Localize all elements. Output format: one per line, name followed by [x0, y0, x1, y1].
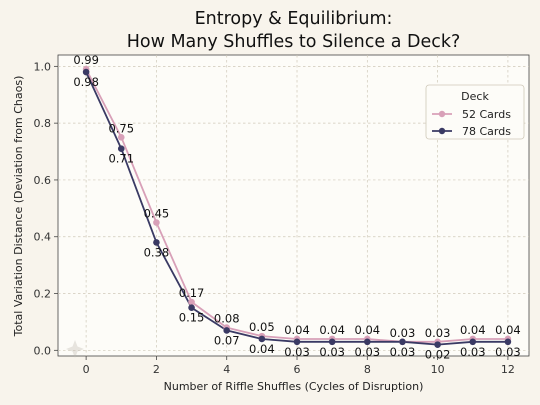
data-point [153, 219, 160, 226]
y-tick-label: 0.4 [34, 231, 52, 244]
y-tick-label: 0.2 [34, 288, 52, 301]
data-label: 0.07 [214, 333, 240, 347]
data-label: 0.03 [355, 345, 381, 359]
y-tick-label: 0.0 [34, 344, 52, 357]
data-label: 0.02 [425, 348, 451, 362]
data-label: 0.03 [390, 326, 416, 340]
data-label: 0.17 [179, 286, 205, 300]
x-tick-label: 12 [501, 363, 515, 376]
series-layer [82, 65, 512, 348]
data-point [223, 327, 231, 334]
data-point [399, 338, 406, 346]
data-label: 0.04 [495, 323, 521, 337]
x-tick-label: 0 [83, 363, 90, 376]
x-tick-label: 8 [364, 363, 371, 376]
data-label: 0.03 [425, 326, 451, 340]
legend-box [425, 84, 525, 140]
data-label: 0.05 [249, 320, 275, 334]
watermark-mark [66, 340, 84, 358]
data-point [188, 304, 195, 312]
data-label: 0.45 [144, 207, 170, 221]
legend-marker-52 [438, 110, 446, 118]
data-point [188, 298, 195, 306]
data-label: 0.03 [319, 345, 345, 359]
axis-ticks: 0 2 4 6 8 10 12 0.0 0.2 0.4 0.6 0.8 1.0 [34, 60, 515, 376]
x-tick-label: 6 [294, 363, 301, 376]
data-labels: 0.99 0.75 0.45 0.17 0.08 0.05 0.04 0.04 0.04 0.03… [73, 53, 520, 361]
data-label: 0.04 [319, 323, 345, 337]
data-label: 0.71 [108, 152, 134, 166]
data-label: 0.08 [214, 312, 240, 326]
data-point [258, 335, 266, 343]
x-tick-label: 10 [431, 363, 445, 376]
data-label: 0.03 [284, 345, 310, 359]
data-label: 0.03 [390, 345, 416, 359]
data-point [504, 338, 512, 346]
data-point [153, 239, 160, 246]
data-label: 0.04 [355, 323, 381, 337]
legend-title: Deck [461, 90, 489, 103]
x-tick-label: 4 [223, 363, 230, 376]
legend-label-78: 78 Cards [462, 125, 511, 138]
data-point [82, 68, 90, 76]
data-point [117, 134, 125, 141]
data-label: 0.38 [144, 245, 170, 259]
data-point [469, 338, 477, 346]
data-point [364, 338, 371, 346]
x-tick-label: 2 [153, 363, 160, 376]
data-point [293, 338, 301, 346]
legend-label-52: 52 Cards [462, 108, 511, 121]
data-label: 0.04 [284, 323, 310, 337]
chart-title-line-1: Entropy & Equilibrium: [195, 9, 393, 29]
data-point [117, 145, 125, 153]
chart-title-line-2: How Many Shuffles to Silence a Deck? [127, 32, 461, 52]
data-label: 0.03 [495, 345, 521, 359]
data-label: 0.15 [179, 311, 205, 325]
data-point [328, 338, 336, 346]
data-label: 0.99 [73, 53, 99, 67]
y-tick-label: 0.6 [34, 174, 52, 187]
y-axis-label: Total Variation Distance (Deviation from… [12, 76, 25, 338]
data-label: 0.75 [108, 121, 134, 135]
data-label: 0.98 [73, 75, 99, 89]
data-label: 0.04 [460, 323, 486, 337]
data-point [434, 341, 441, 348]
data-label: 0.04 [249, 342, 275, 356]
legend-marker-78 [438, 127, 446, 135]
x-axis-label: Number of Riffle Shuffles (Cycles of Dis… [164, 380, 424, 393]
y-tick-label: 0.8 [34, 117, 52, 130]
y-tick-label: 1.0 [34, 60, 52, 73]
data-label: 0.03 [460, 345, 486, 359]
legend: Deck 52 Cards 78 Cards [425, 84, 525, 140]
